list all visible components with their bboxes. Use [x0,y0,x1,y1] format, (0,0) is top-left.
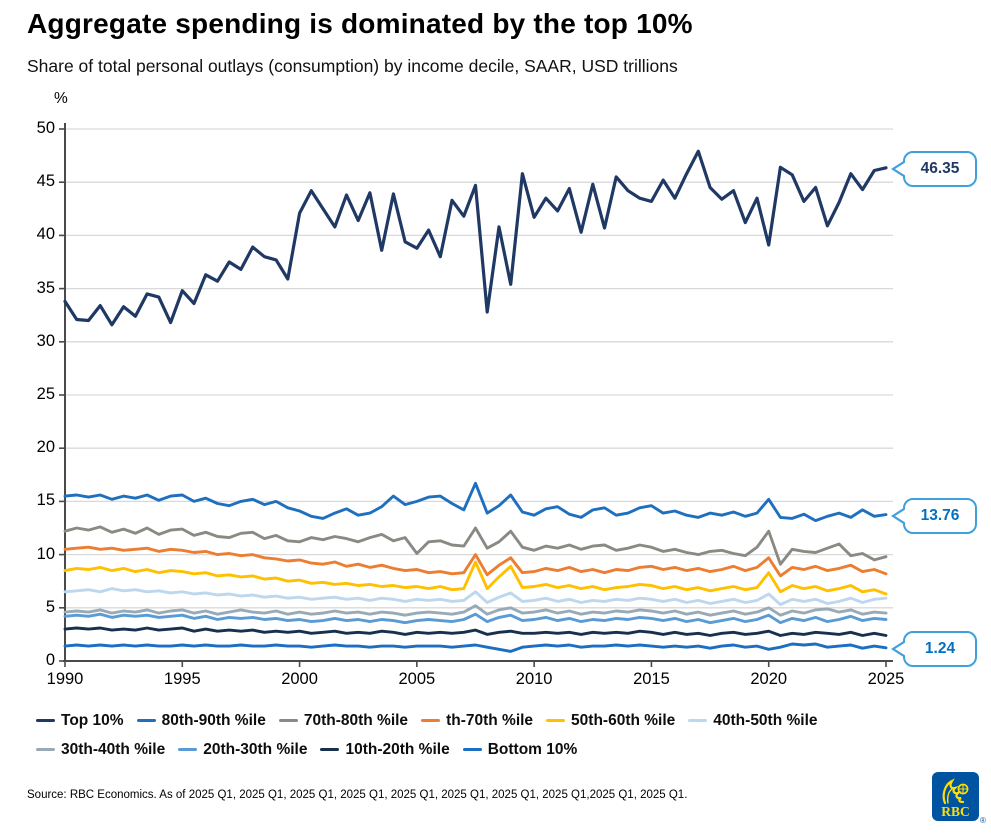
legend-marker-icon [36,747,55,752]
legend-marker-icon [178,747,198,752]
legend-label: 10th-20th %ile [345,740,450,758]
rbc-logo-text: RBC [941,804,970,819]
x-axis-label-2005: 2005 [398,670,436,688]
x-axis-label-2010: 2010 [515,670,553,688]
chart-legend: Top 10% 80th-90th %ile 70th-80th %ile th-70… [36,706,966,764]
legend-label: Top 10% [61,711,124,729]
y-axis-label-0: 0 [45,651,55,669]
legend-marker-icon [136,718,156,723]
legend-label: Bottom 10% [487,740,578,758]
rbc-logo: RBC [932,772,979,821]
legend-label: th-70th %ile [446,711,534,729]
legend-item-bottom-10-: Bottom 10% [462,740,578,759]
legend-label: 70th-80th %ile [303,711,409,729]
callout-top-10: 46.35 [891,151,977,187]
legend-marker-icon [36,718,55,723]
series-line-th-70th-ile [63,545,888,578]
rbc-lion-icon [942,778,969,805]
legend-label: 80th-90th %ile [161,711,266,729]
series-line-top-10- [63,149,888,327]
x-axis-label-2015: 2015 [633,670,670,688]
series-line-80th-90th-ile [63,481,888,523]
series-line-40th-50th-ile [63,587,888,607]
registered-trademark: ® [980,816,986,825]
callout-80th-90th: 13.76 [891,498,977,534]
series-line-30th-40th-ile [63,604,888,617]
legend-item-70th-80th-ile: 70th-80th %ile [278,711,409,730]
series-line-50th-60th-ile [63,560,888,596]
y-axis-label-25: 25 [36,385,55,403]
x-axis-label-2025: 2025 [867,670,905,688]
legend-item-30th-40th-ile: 30th-40th %ile [36,741,165,759]
series-line-bottom-10- [63,642,888,653]
y-axis-unit-label: % [54,90,68,107]
legend-label: 20th-30th %ile [203,740,308,758]
legend-item-th-70th-ile: th-70th %ile [421,712,533,730]
y-axis-label-15: 15 [36,491,55,510]
legend-marker-icon [546,718,566,723]
y-axis-label-5: 5 [45,597,55,616]
legend-row-2: 30th-40th %ile 20th-30th %ile 10th-20th %i… [36,735,966,764]
legend-item-80th-90th-ile: 80th-90th %ile [136,711,266,730]
legend-label: 30th-40th %ile [61,740,166,758]
legend-item-20th-30th-ile: 20th-30th %ile [178,741,307,759]
series-line-70th-80th-ile [63,525,888,566]
callout-bottom-10: 1.24 [891,631,977,667]
x-axis-label-1990: 1990 [46,670,84,688]
legend-marker-icon [278,718,298,723]
legend-marker-icon [688,718,708,723]
legend-item-top-10-: Top 10% [36,712,124,730]
legend-label: 40th-50th %ile [713,711,818,729]
legend-marker-icon [421,718,441,723]
y-axis-label-30: 30 [36,331,55,350]
legend-marker-icon [320,747,340,752]
chart-subtitle: Share of total personal outlays (consump… [27,56,678,76]
x-axis-label-2000: 2000 [281,670,318,688]
legend-item-40th-50th-ile: 40th-50th %ile [688,711,818,730]
series-line-10th-20th-ile [63,626,888,637]
legend-item-10th-20th-ile: 10th-20th %ile [320,740,450,759]
x-axis-label-2020: 2020 [750,670,788,688]
y-axis-label-45: 45 [36,172,55,191]
y-axis-label-50: 50 [36,119,55,137]
series-line-20th-30th-ile [63,612,888,625]
x-axis-label-1995: 1995 [163,670,201,688]
y-axis-label-40: 40 [36,225,55,244]
legend-item-50th-60th-ile: 50th-60th %ile [546,712,675,730]
legend-row-1: Top 10% 80th-90th %ile 70th-80th %ile th-70… [36,706,966,735]
y-axis-label-10: 10 [36,544,55,563]
legend-label: 50th-60th %ile [571,711,676,729]
y-axis-label-35: 35 [36,278,55,297]
source-note: Source: RBC Economics. As of 2025 Q1, 20… [27,789,688,801]
legend-marker-icon [462,747,482,752]
page-title: Aggregate spending is dominated by the t… [27,8,693,39]
y-axis-label-20: 20 [36,438,55,457]
